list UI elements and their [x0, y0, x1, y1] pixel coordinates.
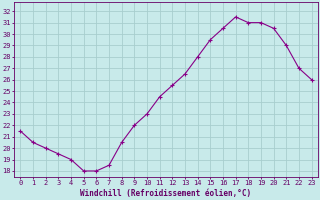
- X-axis label: Windchill (Refroidissement éolien,°C): Windchill (Refroidissement éolien,°C): [80, 189, 252, 198]
